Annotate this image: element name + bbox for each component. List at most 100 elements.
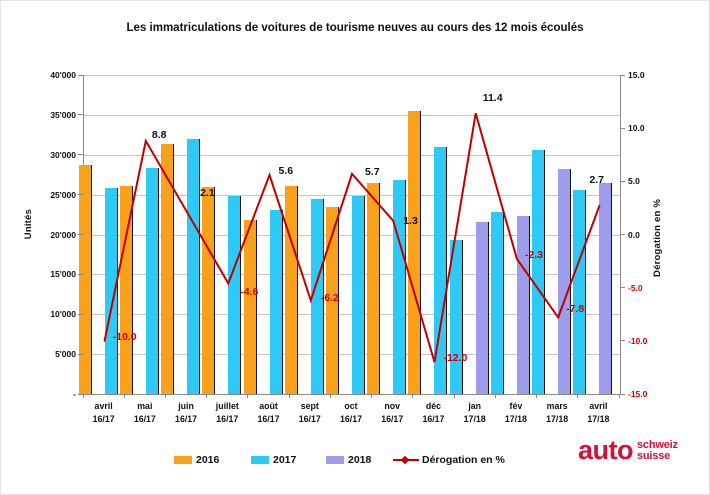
derogation-value-label: -6.2	[320, 292, 339, 305]
legend-item-derogation: Dérogation en %	[393, 451, 505, 469]
left-axis-tick-label: 25'000	[50, 189, 76, 200]
x-axis-tick	[247, 394, 249, 398]
left-axis-tick-label: 35'000	[50, 109, 76, 120]
gridline	[84, 114, 620, 116]
bar-2016-avril-16/17	[78, 165, 92, 394]
x-axis-tick	[206, 394, 208, 398]
right-axis-tick	[620, 393, 625, 395]
x-axis-tick	[618, 394, 620, 398]
x-axis-tick	[123, 394, 125, 398]
x-tick-label: oct 16/17	[339, 401, 362, 424]
bar-2018-fév-17/18	[516, 216, 530, 394]
x-tick-label: déc 16/17	[422, 401, 445, 424]
x-tick-label: juillet 16/17	[215, 401, 239, 424]
derogation-value-label: 8.8	[151, 128, 167, 141]
bar-2017-juin-16/17	[187, 138, 201, 394]
legend-label: Dérogation en %	[422, 454, 505, 466]
left-axis-tick	[78, 114, 83, 116]
x-axis-tick	[82, 394, 84, 398]
right-axis-tick-label: -10.0	[628, 335, 648, 346]
right-axis-tick	[620, 234, 625, 235]
derogation-value-label: 5.7	[365, 165, 380, 178]
series-2016-swatch-icon	[174, 456, 192, 464]
left-axis-tick-label: 15'000	[50, 269, 76, 280]
derogation-value-label: 2.7	[589, 173, 604, 186]
bar-2018-jan-17/18	[475, 221, 489, 394]
right-axis-tick-label: -15.0	[628, 389, 648, 399]
bar-2016-juillet-16/17	[202, 186, 216, 394]
logo-subtitle: schweiz suisse	[637, 440, 678, 461]
left-axis-tick-label: -	[73, 389, 76, 399]
x-axis-tick	[494, 394, 496, 398]
series-2018-swatch-icon	[326, 456, 344, 464]
derogation-value-label: 2.1	[200, 187, 215, 200]
plot-area: -10.0 8.8 2.1 -4.6 5.6 -6.2 5.7 1.3 -12.0 11.4 -2.…	[78, 75, 621, 395]
left-axis-tick	[78, 313, 83, 315]
x-tick-label: nov 16/17	[381, 401, 404, 424]
x-tick-label: fév 17/18	[504, 401, 527, 424]
logo-auto-text: auto	[578, 435, 634, 465]
bar-2017-avril-17/18	[573, 189, 587, 394]
right-axis-tick-label: 15.0	[628, 70, 645, 80]
right-axis-tick	[620, 180, 625, 182]
left-axis-tick	[78, 273, 83, 275]
derogation-line	[103, 113, 601, 363]
bar-2017-mai-16/17	[145, 167, 159, 394]
derogation-value-label: -2.3	[524, 248, 544, 261]
x-axis-tick	[164, 394, 166, 398]
derogation-value-label: -12.0	[443, 352, 468, 365]
legend-item-2018: 2018	[326, 451, 371, 469]
series-2017-swatch-icon	[251, 456, 269, 464]
bar-2016-mai-16/17	[119, 185, 133, 394]
legend-label: 2018	[348, 454, 372, 466]
bar-2016-août-16/17	[243, 220, 257, 394]
x-tick-label: mai 16/17	[133, 401, 156, 424]
right-axis-tick-label: 0.0	[628, 229, 640, 240]
bar-2017-juillet-16/17	[228, 196, 242, 394]
logo-suisse-text: suisse	[637, 449, 671, 462]
x-axis-tick	[536, 394, 538, 398]
x-tick-label: juin 16/17	[175, 401, 198, 424]
right-axis-tick	[620, 287, 625, 289]
x-axis-tick	[288, 394, 290, 398]
bar-2017-août-16/17	[269, 209, 283, 394]
right-axis-tick-label: 10.0	[628, 123, 645, 134]
left-axis-tick-label: 10'000	[50, 309, 76, 320]
derogation-value-label: -7.8	[566, 303, 585, 316]
bar-2016-nov-16/17	[367, 183, 381, 394]
right-axis-tick	[620, 74, 625, 76]
x-axis-tick	[329, 394, 331, 398]
derogation-value-label: -10.0	[112, 330, 137, 343]
bar-2016-juin-16/17	[161, 144, 175, 394]
derogation-value-label: 1.3	[403, 214, 418, 227]
left-axis-tick	[78, 74, 83, 76]
right-axis-tick-label: -5.0	[628, 282, 643, 293]
bar-2017-fév-17/18	[490, 212, 504, 394]
bar-2016-oct-16/17	[326, 207, 339, 394]
left-axis-tick-label: 20'000	[50, 229, 76, 240]
derogation-value-label: 11.4	[482, 92, 503, 105]
x-tick-label: avril 17/18	[587, 401, 610, 424]
right-axis-tick	[620, 340, 625, 342]
x-axis-tick	[371, 394, 373, 398]
chart-title: Les immatriculations de voitures de tour…	[126, 22, 584, 34]
logo-schweiz-text: schweiz	[637, 439, 678, 451]
bar-2017-oct-16/17	[352, 196, 365, 394]
x-tick-label: avril 16/17	[92, 401, 115, 424]
x-axis-tick	[412, 394, 414, 398]
x-axis-tick	[453, 394, 455, 398]
x-tick-label: sept 16/17	[298, 401, 321, 424]
legend-item-2016: 2016	[174, 451, 219, 469]
x-tick-label: mars 17/18	[546, 401, 569, 424]
bar-2016-déc-16/17	[408, 110, 422, 394]
right-axis-tick-label: 5.0	[628, 176, 640, 187]
x-axis-tick	[577, 394, 579, 398]
legend-label: 2016	[196, 454, 220, 466]
left-axis-tick	[78, 353, 83, 355]
legend-item-2017: 2017	[251, 451, 296, 469]
left-axis-tick	[78, 393, 83, 395]
gridline	[84, 75, 620, 76]
left-axis-tick-label: 40'000	[50, 70, 76, 80]
bar-2017-déc-16/17	[434, 146, 448, 394]
